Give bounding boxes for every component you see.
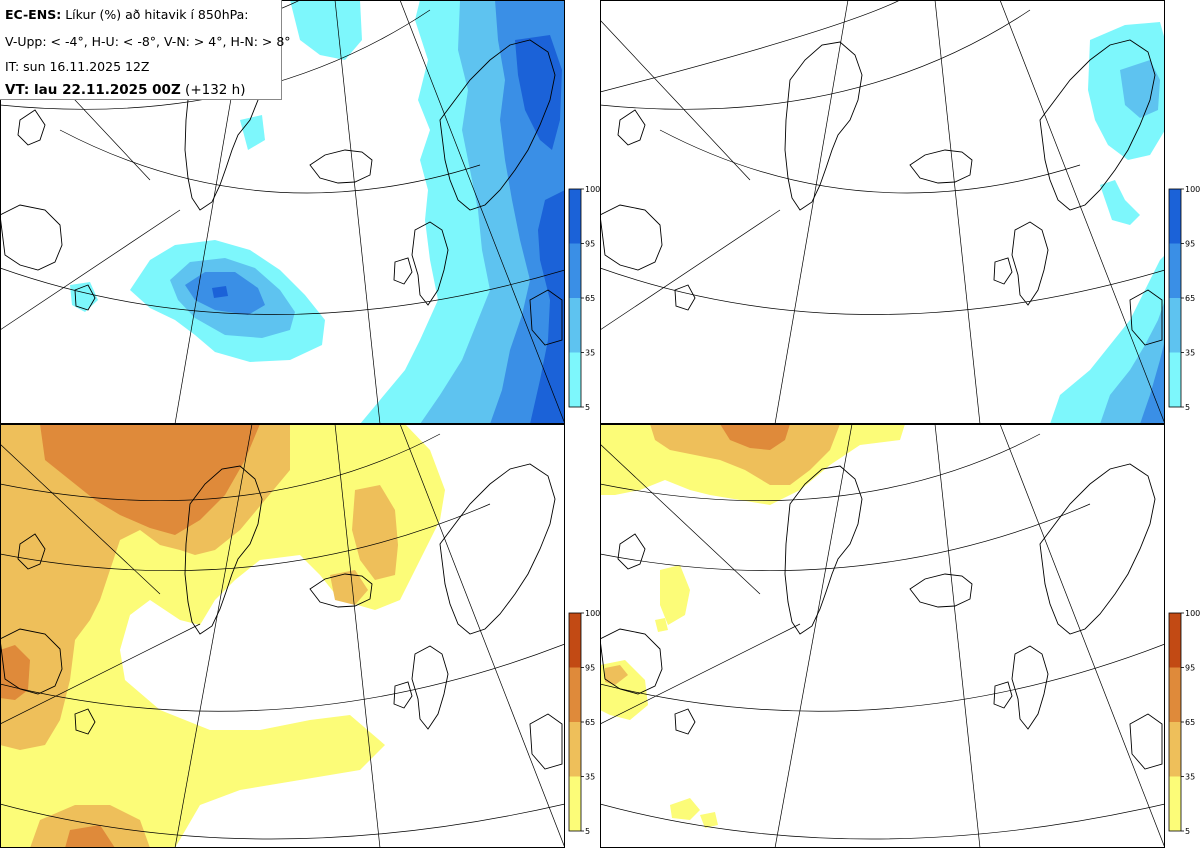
colorbar-tick-label: 100 (1185, 609, 1200, 618)
colorbar-segment (1169, 243, 1181, 298)
colorbar-tick-label: 100 (585, 185, 600, 194)
colorbar-segment (569, 776, 581, 831)
colorbars: 100 95 65 35 5 100 95 65 35 5 100 95 65 35 5 100 95 65 35 5 (568, 185, 1200, 836)
model-name: EC-ENS: (5, 7, 62, 22)
colorbar-tick-label: 5 (585, 827, 590, 836)
valid-time-line: VT: lau 22.11.2025 00Z (+132 h) (5, 82, 246, 98)
colorbar-segment (569, 722, 581, 777)
colorbar-segment (569, 352, 581, 407)
colorbar-segment (1169, 722, 1181, 777)
colorbar-tick-label: 65 (585, 294, 595, 303)
colorbar-segment (1169, 298, 1181, 353)
colorbar-tick-label: 35 (1185, 773, 1195, 782)
colorbar-segment (569, 298, 581, 353)
colorbar-tick-label: 95 (1185, 664, 1195, 673)
colorbar-tick-label: 35 (1185, 349, 1195, 358)
valid-offset: (+132 h) (185, 82, 246, 98)
colorbar-tick-label: 95 (1185, 240, 1195, 249)
initial-time-line: IT: sun 16.11.2025 12Z (5, 59, 150, 74)
colorbar-tick-label: 5 (1185, 827, 1190, 836)
colorbar-segment (1169, 776, 1181, 831)
colorbar-segment (1169, 189, 1181, 244)
colorbar-lower-left: 100 95 65 35 5 (568, 609, 600, 836)
title-line: EC-ENS: Líkur (%) að hitavik í 850hPa: (5, 7, 249, 22)
colorbar-upper-right: 100 95 65 35 5 (1168, 185, 1200, 412)
colorbar-lower-right: 100 95 65 35 5 (1168, 609, 1200, 836)
panel-upper-right (600, 0, 1165, 424)
colorbar-tick-label: 95 (585, 240, 595, 249)
panel-upper-left (0, 0, 565, 424)
colorbar-tick-label: 35 (585, 349, 595, 358)
colorbar-tick-label: 5 (1185, 403, 1190, 412)
info-box: EC-ENS: Líkur (%) að hitavik í 850hPa: V… (0, 0, 291, 100)
colorbar-segment (569, 613, 581, 668)
valid-time: VT: lau 22.11.2025 00Z (5, 82, 181, 98)
colorbar-tick-label: 65 (1185, 294, 1195, 303)
thresholds-line: V-Upp: < -4°, H-U: < -8°, V-N: > 4°, H-N… (5, 34, 291, 49)
colorbar-tick-label: 5 (585, 403, 590, 412)
colorbar-segment (569, 243, 581, 298)
panel-lower-left (0, 424, 565, 848)
colorbar-tick-label: 100 (585, 609, 600, 618)
colorbar-segment (569, 189, 581, 244)
title-text: Líkur (%) að hitavik í 850hPa: (65, 7, 249, 22)
colorbar-tick-label: 65 (585, 718, 595, 727)
colorbar-tick-label: 100 (1185, 185, 1200, 194)
colorbar-tick-label: 95 (585, 664, 595, 673)
colorbar-tick-label: 65 (1185, 718, 1195, 727)
colorbar-segment (1169, 613, 1181, 668)
colorbar-segment (1169, 352, 1181, 407)
colorbar-segment (569, 667, 581, 722)
colorbar-tick-label: 35 (585, 773, 595, 782)
panel-lower-right (600, 424, 1165, 848)
colorbar-segment (1169, 667, 1181, 722)
colorbar-upper-left: 100 95 65 35 5 (568, 185, 600, 412)
